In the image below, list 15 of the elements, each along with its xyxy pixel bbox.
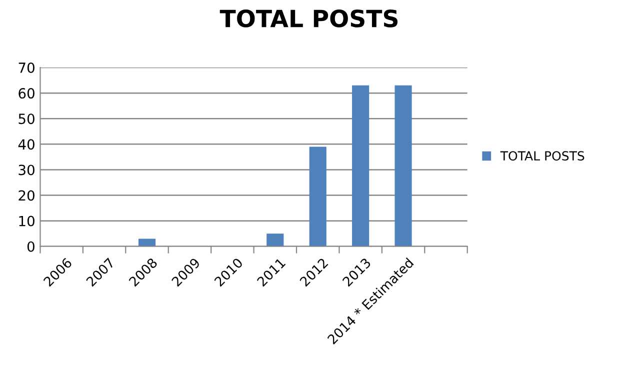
bar bbox=[394, 85, 412, 246]
legend-label: TOTAL POSTS bbox=[500, 151, 584, 161]
y-tick-label: 50 bbox=[18, 114, 34, 124]
chart-title: TOTAL POSTS bbox=[220, 10, 398, 28]
y-tick-label: 60 bbox=[18, 88, 34, 99]
bar bbox=[309, 146, 326, 246]
bar bbox=[352, 85, 370, 246]
bar bbox=[266, 234, 284, 246]
y-tick-label: 20 bbox=[18, 190, 34, 201]
y-tick-label: 40 bbox=[18, 139, 34, 150]
y-tick-label: 70 bbox=[18, 62, 34, 73]
bar bbox=[138, 238, 156, 246]
y-tick-label: 10 bbox=[19, 216, 34, 226]
y-tick-label: 0 bbox=[27, 241, 34, 252]
y-tick-label: 30 bbox=[18, 164, 34, 176]
